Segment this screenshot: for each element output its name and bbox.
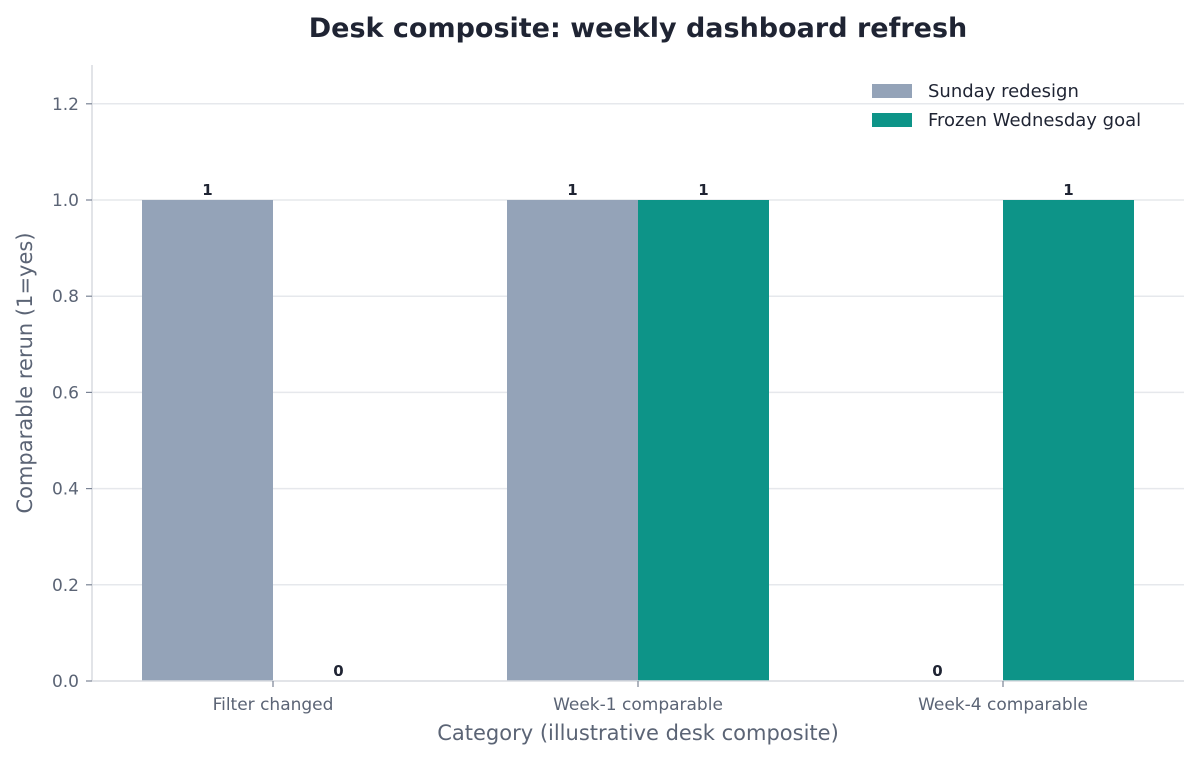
y-tick-label: 0.4 [52,480,79,500]
x-tick-label: Week-1 comparable [553,695,723,715]
legend-label: Frozen Wednesday goal [928,110,1141,131]
chart-title: Desk composite: weekly dashboard refresh [309,13,968,44]
bar [1003,200,1134,681]
y-tick-label: 0.0 [52,672,79,692]
y-tick-label: 0.6 [52,383,79,403]
data-label: 1 [698,181,708,199]
bars [142,200,1134,681]
y-tick-label: 1.0 [52,191,79,211]
data-label: 1 [202,181,212,199]
bar [142,200,273,681]
y-axis-label: Comparable rerun (1=yes) [13,232,37,513]
x-tick-label: Week-4 comparable [918,695,1088,715]
x-axis-label: Category (illustrative desk composite) [437,721,839,745]
data-label: 0 [932,662,942,680]
y-tick-label: 0.2 [52,576,79,596]
bar [638,200,769,681]
legend-swatch [872,113,912,127]
x-tick-label: Filter changed [213,695,334,715]
data-label: 1 [1063,181,1073,199]
legend-swatch [872,84,912,98]
data-label: 1 [567,181,577,199]
data-labels: 1 1 0 0 1 1 [202,181,1073,680]
data-label: 0 [333,662,343,680]
bar [507,200,638,681]
y-tick-label: 0.8 [52,287,79,307]
legend-label: Sunday redesign [928,81,1079,102]
y-axis-ticks: 0.0 0.2 0.4 0.6 0.8 1.0 1.2 [52,95,92,692]
legend: Sunday redesign Frozen Wednesday goal [872,81,1141,131]
x-axis-ticks: Filter changed Week-1 comparable Week-4 co… [213,681,1088,715]
y-tick-label: 1.2 [52,95,79,115]
